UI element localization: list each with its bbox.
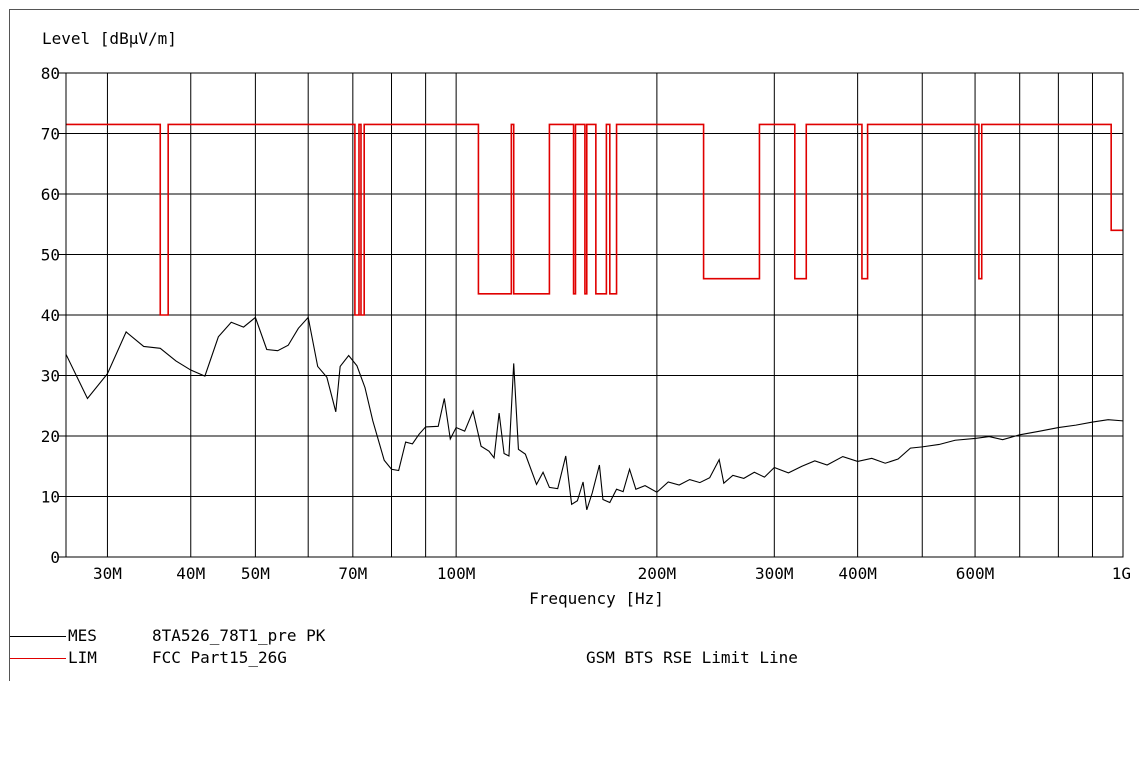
legend-entry-lim: LIM FCC Part15_26G GSM BTS RSE Limit Lin…	[10, 648, 798, 668]
y-tick-label: 60	[41, 185, 60, 204]
x-tick-label: 100M	[437, 564, 476, 583]
y-tick-label: 30	[41, 367, 60, 386]
legend: MES 8TA526_78T1_pre PK LIM FCC Part15_26…	[10, 622, 1138, 680]
x-tick-label: 600M	[956, 564, 995, 583]
x-tick-label: 30M	[93, 564, 122, 583]
legend-desc-lim: GSM BTS RSE Limit Line	[586, 648, 798, 667]
series-layer	[65, 123, 1124, 510]
legend-key-mes: MES	[68, 626, 97, 645]
legend-swatch-mes	[10, 636, 66, 637]
y-axis-label: Level [dBµV/m]	[42, 29, 177, 48]
y-tick-label: 40	[41, 306, 60, 325]
y-tick-label: 80	[41, 64, 60, 83]
legend-name-lim: FCC Part15_26G	[152, 648, 287, 667]
y-tick-label: 20	[41, 427, 60, 446]
chart-svg: 0 10 20 30 40 50 60 70 80 30M 40M 50M 70M 100M 200M 300…	[41, 29, 1131, 608]
legend-swatch-lim	[10, 658, 66, 659]
x-tick-label: 1G	[1112, 564, 1131, 583]
chart-frame	[9, 9, 1139, 681]
legend-entry-mes: MES 8TA526_78T1_pre PK	[10, 626, 325, 646]
x-tick-label: 200M	[638, 564, 677, 583]
y-tick-label: 70	[41, 125, 60, 144]
y-tick-label: 0	[50, 548, 60, 567]
series-line-lim	[66, 123, 1123, 316]
grid	[58, 72, 1123, 558]
series-line-mes	[65, 316, 1124, 510]
x-tick-label: 70M	[338, 564, 367, 583]
plot-border	[65, 72, 1124, 558]
y-tick-label: 50	[41, 246, 60, 265]
y-tick-label: 10	[41, 488, 60, 507]
x-axis-label: Frequency [Hz]	[529, 589, 664, 608]
x-tick-label: 400M	[838, 564, 877, 583]
legend-key-lim: LIM	[68, 648, 97, 667]
tick-labels: 0 10 20 30 40 50 60 70 80 30M 40M 50M 70M 100M 200M 300…	[41, 64, 1131, 583]
x-tick-label: 300M	[755, 564, 794, 583]
x-tick-label: 50M	[241, 564, 270, 583]
legend-name-mes: 8TA526_78T1_pre PK	[152, 626, 326, 645]
x-tick-label: 40M	[176, 564, 205, 583]
